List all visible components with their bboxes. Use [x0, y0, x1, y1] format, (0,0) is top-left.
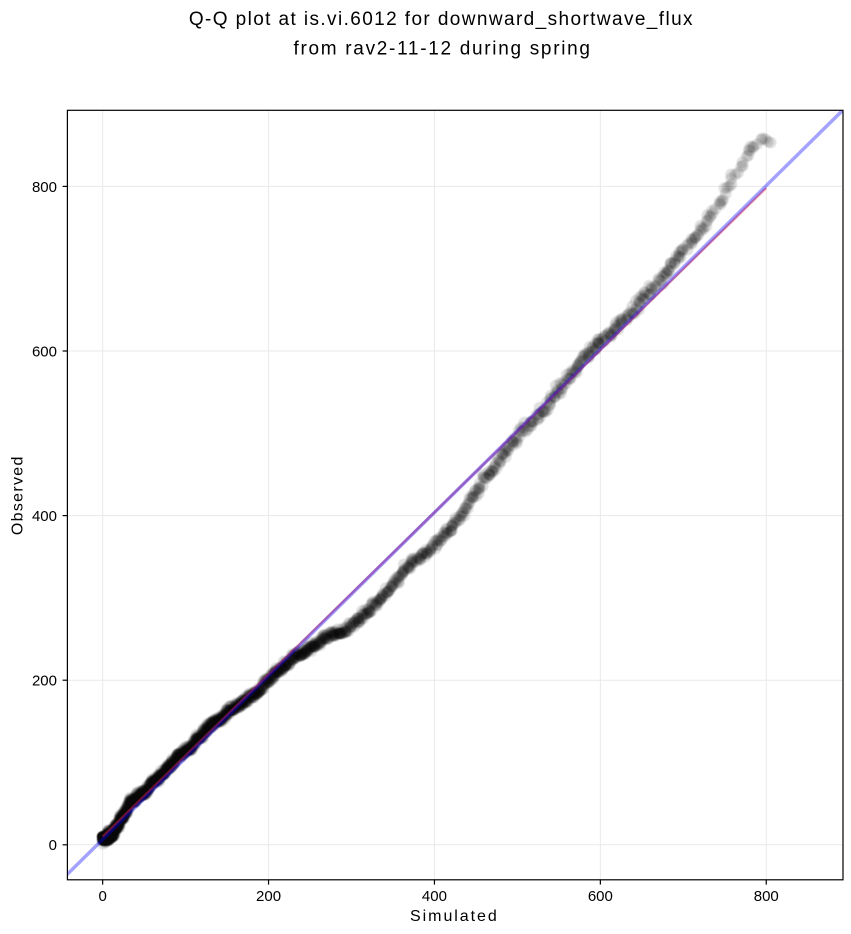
- svg-text:Observed: Observed: [9, 455, 26, 535]
- svg-text:200: 200: [32, 673, 57, 690]
- svg-text:400: 400: [32, 508, 57, 525]
- svg-text:from rav2-11-12 during spring: from rav2-11-12 during spring: [294, 38, 592, 59]
- svg-text:Q-Q plot at is.vi.6012 for dow: Q-Q plot at is.vi.6012 for downward_shor…: [189, 9, 694, 30]
- svg-text:600: 600: [588, 888, 613, 905]
- svg-text:800: 800: [754, 888, 779, 905]
- svg-text:Simulated: Simulated: [410, 908, 499, 925]
- svg-text:800: 800: [32, 179, 57, 196]
- svg-text:200: 200: [256, 888, 281, 905]
- svg-text:0: 0: [49, 837, 57, 854]
- svg-text:600: 600: [32, 343, 57, 360]
- svg-text:0: 0: [98, 888, 106, 905]
- svg-text:400: 400: [422, 888, 447, 905]
